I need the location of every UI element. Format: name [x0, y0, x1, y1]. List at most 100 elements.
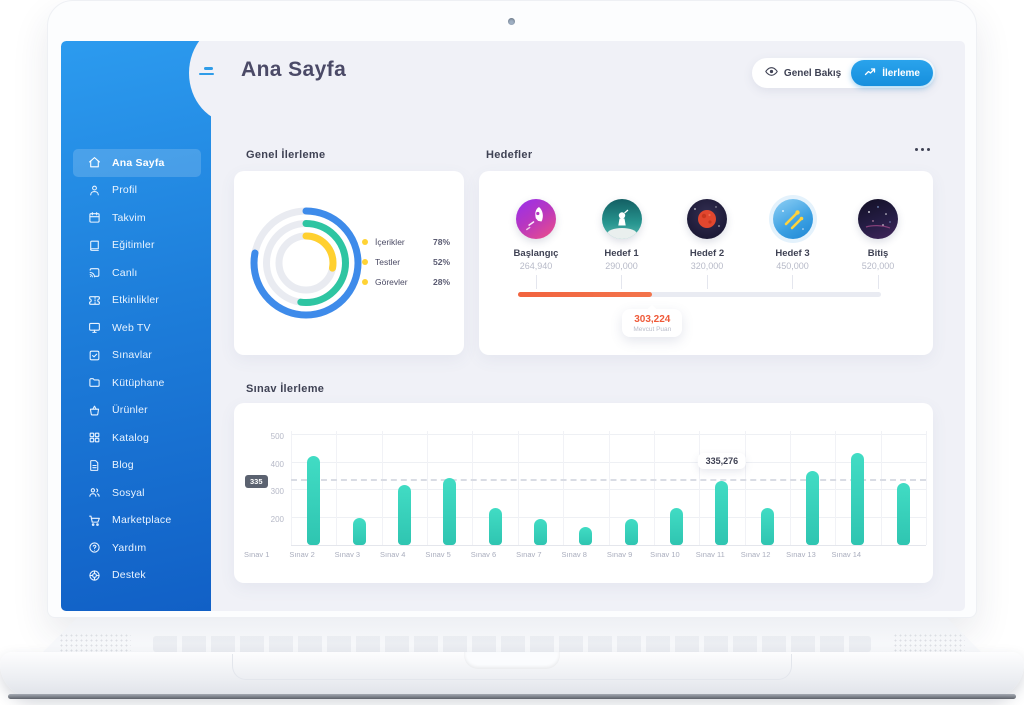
goal-progress-track: [518, 292, 881, 297]
bar-sınav-9[interactable]: [670, 508, 684, 545]
milestone-rocket[interactable]: Başlangıç 264,940: [494, 199, 578, 289]
bar-sınav-8[interactable]: [624, 519, 638, 545]
legend-item[interactable]: Görevler 28%: [362, 277, 450, 287]
sidebar-item-cast[interactable]: Canlı: [73, 259, 201, 287]
milestone-tick: [621, 275, 622, 289]
gridline-x: [608, 431, 610, 545]
red-planet-illustration: [687, 199, 727, 239]
legend-label: Testler: [375, 257, 401, 267]
speaker-grille-left: [58, 632, 131, 653]
gridline-x: [835, 431, 837, 545]
milestone-label: Hedef 3: [775, 248, 810, 259]
donut-arc-0: [250, 207, 362, 319]
milestone-value: 264,940: [519, 261, 553, 271]
users-icon: [88, 486, 101, 499]
keyboard-deck: [40, 617, 984, 655]
sidebar-item-check-square[interactable]: Sınavlar: [73, 342, 201, 370]
milestone-night-sky[interactable]: Bitiş 520,000: [836, 199, 920, 289]
milestone-astronaut[interactable]: Hedef 1 290,000: [580, 199, 664, 289]
gridline-x: [926, 431, 927, 545]
bar-sınav-7[interactable]: [579, 527, 593, 545]
sidebar-item-cart[interactable]: Marketplace: [73, 507, 201, 535]
sidebar-item-calendar[interactable]: Takvim: [73, 204, 201, 232]
legend-percent: 52%: [432, 257, 450, 267]
milestone-tick: [792, 275, 793, 289]
webcam-dot: [508, 18, 515, 25]
gridline-x: [744, 431, 746, 545]
bar-sınav-10[interactable]: [715, 480, 729, 545]
bar-chart-plot: 335,276: [291, 431, 927, 546]
goals-card: Başlangıç 264,940 Hedef 1 290,000 Hedef 2 320…: [479, 171, 933, 355]
milestone-value: 520,000: [861, 261, 895, 271]
bar-sınav-5[interactable]: [488, 508, 502, 545]
milestone-tick: [706, 275, 708, 289]
sidebar-item-ticket[interactable]: Etkinlikler: [73, 287, 201, 315]
legend-label: Görevler: [375, 277, 408, 287]
x-axis-label: Sınav 1: [243, 550, 270, 559]
legend-item[interactable]: İçerikler 78%: [362, 237, 450, 247]
milestone-comets[interactable]: Hedef 3 450,000: [751, 199, 835, 289]
user-icon: [88, 184, 101, 197]
bar-sınav-11[interactable]: [760, 508, 774, 545]
gridline-x: [336, 431, 338, 545]
bar-sınav-2[interactable]: [352, 517, 366, 545]
bar-value-annotation: 335,276: [697, 452, 747, 469]
milestone-tick: [535, 275, 537, 289]
sidebar-item-label: Profil: [112, 184, 138, 197]
keyboard-keys: [153, 636, 871, 652]
more-options-button[interactable]: [911, 144, 934, 155]
sidebar-item-label: Canlı: [112, 266, 138, 279]
home-icon: [88, 156, 101, 169]
sidebar-item-users[interactable]: Sosyal: [73, 479, 201, 507]
legend-dot: [362, 279, 368, 285]
donut-chart[interactable]: [246, 203, 366, 323]
view-toggle: Genel Bakış İlerleme: [751, 58, 935, 88]
cast-icon: [88, 266, 101, 279]
x-axis-label: Sınav 3: [334, 550, 361, 559]
calendar-icon: [88, 211, 101, 224]
x-axis-label: Sınav 5: [425, 550, 451, 559]
sidebar-item-label: Ürünler: [112, 404, 148, 417]
target-marker-line: [291, 478, 926, 481]
grid-icon: [88, 431, 101, 444]
bar-sınav-4[interactable]: [443, 477, 457, 545]
sidebar-item-book[interactable]: Eğitimler: [73, 232, 201, 260]
overview-button[interactable]: Genel Bakış: [765, 65, 841, 81]
x-axis-label: Sınav 12: [740, 550, 771, 559]
progress-button[interactable]: İlerleme: [851, 60, 933, 86]
trending-up-icon: [864, 66, 876, 81]
sidebar-item-basket[interactable]: Ürünler: [73, 397, 201, 425]
gridline-x: [381, 431, 383, 545]
sidebar-item-file[interactable]: Blog: [73, 452, 201, 480]
sidebar-item-grid[interactable]: Katalog: [73, 424, 201, 452]
sidebar-item-label: Katalog: [112, 431, 150, 444]
bar-sınav-13[interactable]: [851, 453, 865, 545]
sidebar-item-help[interactable]: Yardım: [73, 534, 201, 562]
sidebar-item-support[interactable]: Destek: [73, 562, 201, 590]
bar-sınav-12[interactable]: [806, 471, 820, 545]
milestone-red-planet[interactable]: Hedef 2 320,000: [665, 199, 749, 289]
gridline-x: [699, 431, 701, 545]
sidebar-item-home[interactable]: Ana Sayfa: [73, 149, 201, 177]
comets-illustration: [772, 199, 813, 239]
basket-icon: [88, 404, 101, 417]
section-title-goals: Hedefler: [486, 149, 533, 161]
bar-sınav-1[interactable]: [307, 456, 321, 545]
sidebar: Ana Sayfa Profil Takvim Eğitimler Canlı Etkin…: [61, 41, 211, 611]
bar-sınav-6[interactable]: [533, 519, 547, 545]
file-icon: [88, 459, 101, 472]
milestone-label: Hedef 2: [689, 248, 725, 259]
bar-sınav-3[interactable]: [397, 484, 411, 545]
marker-value-badge: 335: [245, 474, 268, 488]
sidebar-item-folder[interactable]: Kütüphane: [73, 369, 201, 397]
bar-sınav-14[interactable]: [896, 483, 910, 545]
menu-toggle-button[interactable]: [199, 67, 214, 75]
gridline-x: [563, 431, 565, 545]
legend-item[interactable]: Testler 52%: [362, 257, 450, 267]
book-icon: [88, 239, 101, 252]
sidebar-item-user[interactable]: Profil: [73, 177, 201, 205]
support-icon: [88, 569, 101, 582]
speaker-grille-right: [893, 632, 966, 653]
sidebar-item-tv[interactable]: Web TV: [73, 314, 201, 342]
sidebar-item-label: Eğitimler: [112, 239, 155, 252]
